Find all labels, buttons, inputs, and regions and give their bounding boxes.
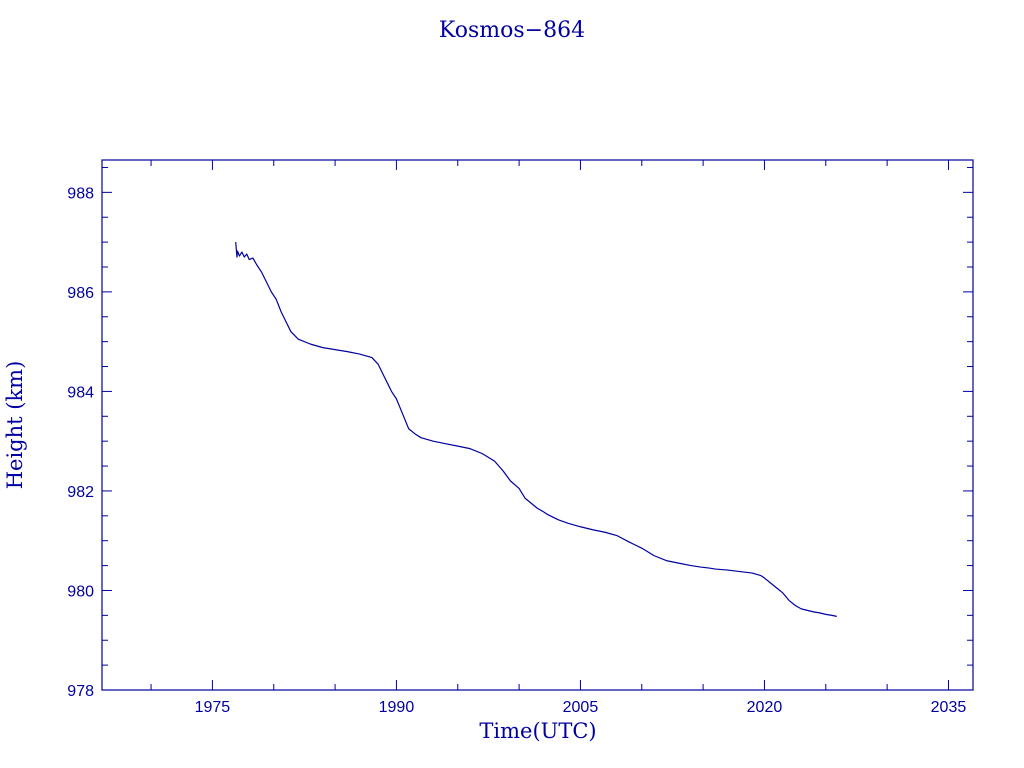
y-tick-label: 978	[67, 683, 94, 700]
x-axis-label: Time(UTC)	[479, 719, 596, 743]
y-tick-label: 984	[67, 384, 94, 401]
y-axis-label: Height (km)	[3, 361, 27, 490]
axis-ticks	[102, 160, 973, 691]
y-tick-labels: 978 980 982 984 986 988	[67, 185, 94, 700]
series-line	[235, 242, 837, 617]
chart-title: Kosmos−864	[439, 18, 585, 43]
x-tick-label: 1975	[195, 699, 231, 716]
plot-frame	[101, 159, 974, 691]
y-tick-label: 988	[67, 185, 94, 202]
y-tick-label: 986	[67, 285, 94, 302]
y-tick-label: 980	[67, 583, 94, 600]
x-tick-label: 2005	[563, 699, 599, 716]
x-tick-label: 1990	[379, 699, 415, 716]
x-tick-labels: 1975 1990 2005 2020 2035	[195, 699, 967, 716]
x-tick-label: 2020	[747, 699, 783, 716]
y-tick-label: 982	[67, 484, 94, 501]
x-tick-label: 2035	[931, 699, 967, 716]
